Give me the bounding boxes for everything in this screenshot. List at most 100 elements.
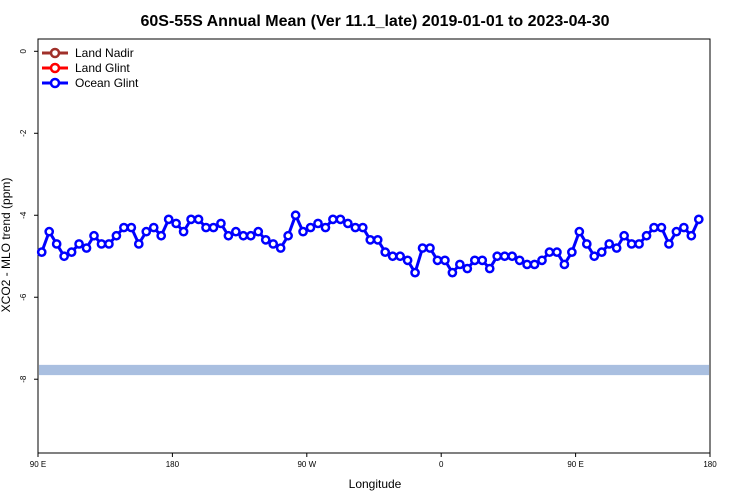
data-point [171,218,181,229]
data-point [686,230,697,241]
data-point [238,230,249,241]
data-point [387,251,398,262]
plot-frame [37,38,711,454]
data-point [328,214,338,225]
data-point [44,226,55,237]
data-point [581,239,592,249]
data-point [649,222,659,233]
data-point [671,226,682,237]
data-point [335,214,346,225]
data-point [51,239,62,249]
y-tick-label: -8 [19,375,28,383]
data-point [529,259,540,270]
data-point [111,230,122,241]
data-point [492,251,503,262]
x-tick-label: 0 [439,460,444,469]
plot-area: 90 E 180 90 W 0 90 E 180 0 -2 -4 -6 -8 [19,38,717,469]
data-point [36,247,47,257]
data-point [156,230,167,241]
data-point [216,218,226,229]
data-point [119,222,129,233]
data-point [425,243,435,253]
legend-marker [49,47,61,59]
data-point [514,255,525,266]
data-point [440,255,450,266]
data-point [477,255,488,266]
data-point [552,247,562,257]
data-point [126,222,137,233]
legend-marker [49,77,61,89]
data-point [231,226,241,237]
data-point [275,243,286,253]
data-point [186,214,196,225]
data-point [104,239,114,249]
x-tick-label: 180 [166,460,180,469]
data-point [693,214,704,225]
x-tick-label: 90 W [297,460,316,469]
data-point [372,235,383,245]
data-point [656,222,667,233]
data-point [410,267,420,278]
data-point [290,210,301,221]
data-point [611,243,622,253]
data-point [81,243,92,253]
legend-label: Ocean Glint [75,76,139,90]
data-point [469,255,480,266]
data-point [417,243,428,253]
data-point [484,263,495,274]
data-point [447,267,458,278]
data-point [245,230,256,241]
data-point [223,230,234,241]
data-point [559,259,570,270]
y-tick-label: -4 [19,211,28,219]
data-point [59,251,69,262]
data-point [604,239,615,249]
data-point [283,230,293,241]
data-point [462,263,473,274]
y-tick-label: -6 [19,293,28,301]
y-tick-label: 0 [19,49,28,54]
data-point [634,239,644,249]
data-point [522,259,532,270]
data-point [664,239,674,249]
legend-label: Land Glint [75,61,130,75]
data-point [567,247,577,257]
data-point [133,239,144,249]
data-point [298,226,308,237]
data-point [499,251,510,262]
data-point [253,226,264,237]
data-point [544,247,555,257]
data-point [589,251,600,262]
data-point [619,230,629,241]
data-point [66,247,77,257]
data-point [507,251,517,262]
data-point [163,214,174,225]
data-point [641,230,652,241]
data-point [89,230,99,241]
data-point [96,239,107,249]
x-tick-label: 180 [703,460,717,469]
data-point [357,222,368,233]
data-point [148,222,159,233]
data-point [402,255,413,266]
data-point [626,239,637,249]
x-axis-label: Longitude [349,477,402,491]
data-point [193,214,204,225]
data-point [320,222,331,233]
data-point [74,239,84,249]
data-point [201,222,211,233]
data-point [305,222,316,233]
data-point [395,251,405,262]
data-point [350,222,361,233]
reference-band [39,364,709,376]
data-point [596,247,607,257]
y-axis-label: XCO2 - MLO trend (ppm) [0,178,13,313]
data-point [141,226,152,237]
chart-title: 60S-55S Annual Mean (Ver 11.1_late) 2019… [141,13,610,30]
data-point [679,222,689,233]
legend-marker [49,62,61,74]
x-tick-label: 90 E [30,460,46,469]
x-tick-label: 90 E [567,460,583,469]
data-point [268,239,279,249]
